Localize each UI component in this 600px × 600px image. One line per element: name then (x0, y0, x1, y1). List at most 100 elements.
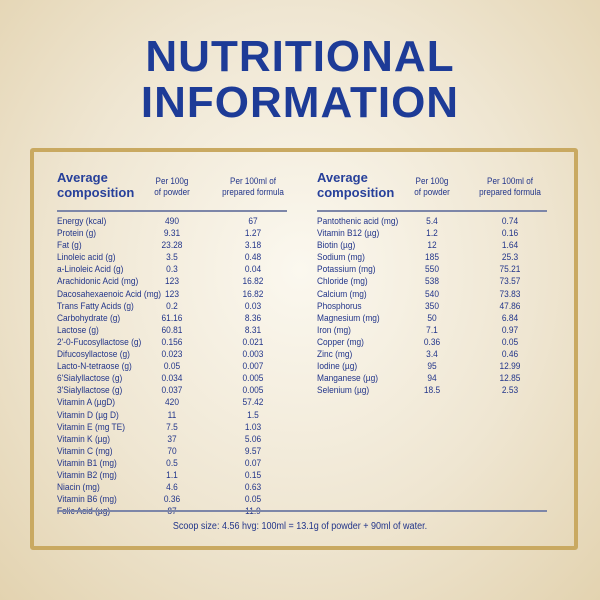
per-100g-value: 4.6 (166, 482, 178, 494)
header-rule (57, 210, 287, 212)
table-row: Vitamin D (µg D) 11 1.5 (57, 410, 547, 422)
header-text: of powder (154, 187, 190, 197)
per-100ml-value: 0.97 (501, 324, 519, 336)
per-100g-value: 5.4 (426, 216, 438, 227)
nutrient-name: Niacin (mg) (57, 482, 100, 494)
per-100ml-value: 16.82 (242, 288, 264, 300)
per-100g-value: 0.05 (163, 361, 181, 373)
per-100ml-value: 0.48 (244, 252, 262, 264)
per-100g-header: Per 100g of powder (396, 176, 468, 198)
nutrient-name: Linoleic acid (g) (57, 252, 116, 264)
gold-frame (30, 148, 578, 550)
per-100ml-value: 9.57 (244, 445, 262, 457)
nutrient-name: Selenium (µg) (317, 385, 370, 397)
per-100g-value: 37 (167, 433, 177, 445)
per-100ml-value: 0.15 (244, 469, 262, 481)
header-text: Per 100ml of (230, 176, 276, 186)
table-row: Energy (kcal) 490 67 (57, 216, 547, 228)
nutrient-name: Dacosahexaenoic Acid (mg) (57, 288, 162, 300)
per-100g-value: 490 (165, 216, 179, 227)
nutrient-name: Vitamin B6 (mg) (57, 494, 117, 506)
nutrient-name: Lacto-N-tetraose (g) (57, 361, 132, 373)
per-100g-value: 60.81 (161, 324, 183, 336)
nutrient-name: Fat (g) (57, 240, 82, 252)
header-text: prepared formula (222, 187, 284, 197)
per-100g-value: 0.5 (166, 457, 178, 469)
per-100ml-value: 0.007 (242, 361, 264, 373)
per-100g-value: 420 (165, 397, 179, 409)
header-text: composition (57, 185, 135, 200)
nutrient-name: Protein (g) (57, 228, 97, 240)
right-nutrition-table: Average composition Per 100g of powder Per… (317, 170, 547, 397)
table-row: 2'-0-Fucosyllactose (g) 0.156 0.021 (57, 337, 547, 349)
nutrient-name: 2'-0-Fucosyllactose (g) (57, 336, 142, 348)
nutrient-name: Magnesium (mg) (317, 312, 380, 324)
per-100ml-header: Per 100ml of prepared formula (470, 176, 551, 198)
per-100ml-value: 16.82 (242, 276, 264, 288)
table-row: Magnesium (mg) 50 6.84 (317, 313, 547, 325)
table-row: Zinc (mg) 3.4 0.46 (317, 349, 547, 361)
nutrient-name: Difucosyllactose (g) (57, 349, 130, 361)
per-100ml-value: 0.021 (242, 336, 264, 348)
table-row: Iron (mg) 7.1 0.97 (317, 325, 547, 337)
per-100g-value: 123 (165, 276, 179, 288)
nutrient-name: Vitamin E (mg TE) (57, 421, 125, 433)
per-100g-value: 0.2 (166, 300, 178, 312)
per-100g-value: 12 (427, 240, 437, 252)
header-text: Per 100ml of (487, 176, 533, 186)
table-row: Fat (g) 23.28 3.18 (57, 240, 547, 252)
composition-header: Average composition (317, 170, 394, 200)
nutrient-name: Folic Acid (µg) (57, 506, 110, 518)
per-100ml-value: 5.06 (244, 433, 262, 445)
per-100g-value: 11 (167, 409, 177, 421)
per-100g-value: 3.4 (426, 349, 438, 361)
table-row: Manganese (µg) 94 12.85 (317, 373, 547, 385)
per-100ml-value: 47.86 (499, 300, 521, 312)
table-row: Phosphorus 350 47.86 (317, 301, 547, 313)
nutrient-name: Vitamin K (µg) (57, 433, 110, 445)
per-100ml-value: 11.9 (227, 506, 280, 518)
nutrient-name: Iron (mg) (317, 324, 351, 336)
per-100g-value: 0.034 (161, 373, 183, 385)
per-100ml-value: 12.99 (499, 361, 521, 373)
table-row: Pantothenic acid (mg) 5.4 0.74 (317, 216, 547, 228)
per-100ml-value: 3.18 (244, 240, 262, 252)
nutrient-name: Vitamin A (µgD) (57, 397, 116, 409)
table-row: Potassium (mg) 550 75.21 (317, 264, 547, 276)
table-row: Vitamin E (mg TE) 7.5 1.03 (57, 422, 547, 434)
per-100g-value: 87 (146, 506, 199, 518)
table-row: Vitamin C (mg) 70 9.57 (57, 446, 547, 458)
per-100g-value: 538 (425, 276, 439, 288)
page-title: NUTRITIONAL INFORMATION (0, 34, 600, 126)
table-row: Vitamin B2 (mg) 1.1 0.15 (57, 470, 547, 482)
table-row: Trans Fatty Acids (g) 0.2 0.03 (57, 301, 547, 313)
nutrient-name: 3'Sialyllactose (g) (57, 385, 123, 397)
per-100ml-value: 1.27 (244, 228, 262, 240)
table-row: Vitamin A (µgD) 420 57.42 (57, 397, 547, 409)
nutrient-name: 6'Sialyllactose (g) (57, 373, 123, 385)
table-row: Sodium (mg) 185 25.3 (317, 252, 547, 264)
nutrient-name: Biotin (µg) (317, 240, 356, 252)
nutrient-name: Trans Fatty Acids (g) (57, 300, 134, 312)
per-100ml-value: 12.85 (499, 373, 521, 385)
per-100ml-value: 57.42 (242, 397, 264, 409)
per-100g-value: 550 (425, 264, 439, 276)
per-100g-value: 123 (165, 288, 179, 300)
per-100g-value: 95 (427, 361, 437, 373)
per-100ml-value: 2.53 (501, 385, 519, 397)
nutrient-name: Phosphorus (317, 300, 362, 312)
table-row: Calcium (mg) 540 73.83 (317, 289, 547, 301)
table-row: Dacosahexaenoic Acid (mg) 123 16.82 (57, 289, 547, 301)
title-line-1: NUTRITIONAL (145, 32, 455, 81)
per-100g-value: 0.037 (161, 385, 183, 397)
per-100ml-header: Per 100ml of prepared formula (213, 176, 294, 198)
table-row: 3'Sialyllactose (g) 0.037 0.005 (57, 385, 547, 397)
per-100g-value: 0.36 (163, 494, 181, 506)
per-100ml-value: 1.03 (244, 421, 262, 433)
per-100ml-value: 0.005 (242, 385, 264, 397)
table-row: Lacto-N-tetraose (g) 0.05 0.007 (57, 361, 547, 373)
table-row: Linoleic acid (g) 3.5 0.48 (57, 252, 547, 264)
per-100g-value: 50 (427, 312, 437, 324)
table-row: Selenium (µg) 18.5 2.53 (317, 385, 547, 397)
nutrient-name: Vitamin D (µg D) (57, 409, 119, 421)
